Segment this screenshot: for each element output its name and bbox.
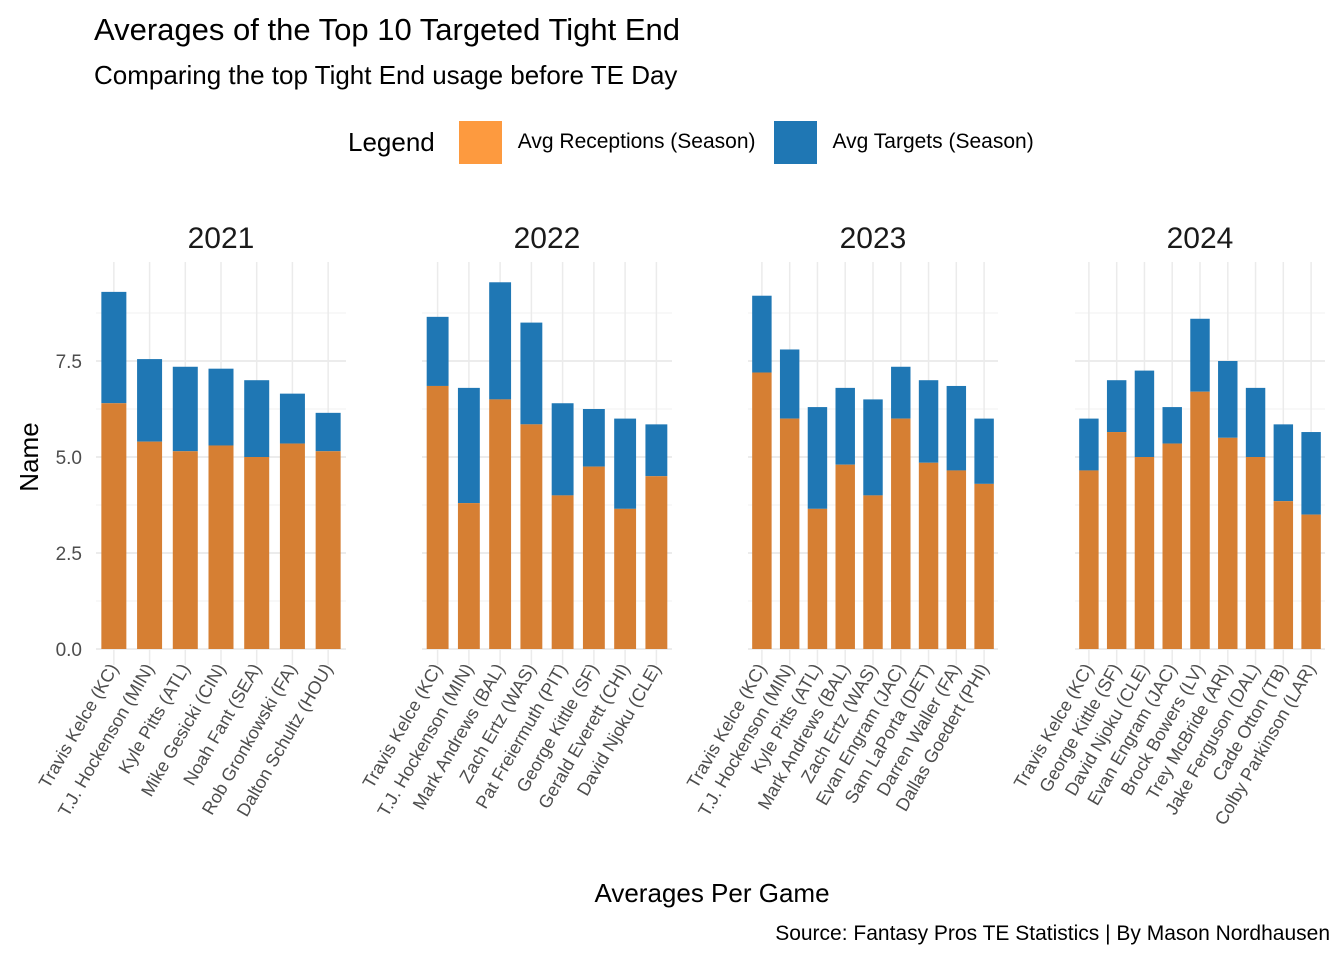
facet-label: 2021 bbox=[188, 222, 255, 255]
bar-receptions bbox=[1106, 432, 1127, 649]
bar-receptions bbox=[752, 372, 772, 649]
y-axis-title: Name bbox=[14, 422, 44, 491]
bar-targets bbox=[1079, 418, 1099, 471]
legend-title: Legend bbox=[348, 126, 435, 157]
bar-receptions bbox=[779, 418, 800, 649]
bar-receptions bbox=[1079, 470, 1099, 649]
bar-targets bbox=[208, 368, 234, 446]
chart-caption: Source: Fantasy Pros TE Statistics | By … bbox=[775, 922, 1330, 945]
bar-targets bbox=[244, 380, 270, 457]
bar-receptions bbox=[520, 424, 543, 649]
facet-label: 2024 bbox=[1167, 222, 1234, 255]
bar-receptions bbox=[1273, 501, 1294, 649]
bar-targets bbox=[779, 349, 800, 419]
legend-item-receptions: Avg Receptions (Season) bbox=[458, 120, 756, 164]
legend-key-targets bbox=[773, 120, 817, 164]
bar-receptions bbox=[172, 451, 198, 649]
y-tick-label: 5.0 bbox=[56, 448, 82, 469]
legend-label-targets: Avg Targets (Season) bbox=[832, 130, 1034, 153]
bar-receptions bbox=[1245, 457, 1266, 649]
bar-receptions bbox=[208, 445, 234, 649]
bar-targets bbox=[835, 387, 855, 465]
bar-targets bbox=[614, 418, 637, 509]
bar-targets bbox=[1162, 407, 1182, 444]
bar-targets bbox=[752, 295, 772, 373]
bar-receptions bbox=[1218, 437, 1238, 649]
bar-targets bbox=[457, 387, 480, 504]
bar-targets bbox=[863, 399, 883, 496]
bar-targets bbox=[1190, 318, 1210, 392]
bar-receptions bbox=[918, 462, 939, 649]
facet-label: 2022 bbox=[514, 222, 581, 255]
bar-receptions bbox=[279, 443, 305, 649]
bar-receptions bbox=[1190, 391, 1210, 649]
bar-receptions bbox=[551, 495, 574, 649]
bar-receptions bbox=[1134, 457, 1155, 649]
bar-targets bbox=[279, 393, 305, 444]
bar-receptions bbox=[489, 399, 512, 649]
bar-receptions bbox=[807, 508, 828, 649]
bar-targets bbox=[1106, 380, 1127, 433]
bar-targets bbox=[172, 366, 198, 452]
bar-targets bbox=[1218, 361, 1238, 438]
bar-targets bbox=[1134, 370, 1155, 457]
legend-item-targets: Avg Targets (Season) bbox=[773, 120, 1034, 164]
bar-targets bbox=[137, 359, 163, 442]
y-tick-label: 2.5 bbox=[56, 544, 82, 565]
legend-key-receptions bbox=[458, 120, 502, 164]
bar-targets bbox=[645, 424, 668, 477]
bar-targets bbox=[918, 380, 939, 463]
bar-receptions bbox=[835, 464, 855, 649]
bar-receptions bbox=[137, 441, 163, 649]
y-tick-label: 0.0 bbox=[56, 640, 82, 661]
legend-label-receptions: Avg Receptions (Season) bbox=[517, 130, 756, 153]
bar-receptions bbox=[315, 451, 341, 649]
chart-title: Averages of the Top 10 Targeted Tight En… bbox=[94, 12, 680, 47]
bar-receptions bbox=[1162, 443, 1182, 649]
bar-receptions bbox=[863, 495, 883, 649]
bar-receptions bbox=[244, 457, 270, 649]
bar-targets bbox=[891, 366, 911, 419]
bar-targets bbox=[489, 282, 512, 400]
bar-receptions bbox=[645, 476, 668, 649]
y-tick-label: 7.5 bbox=[56, 352, 82, 373]
bar-targets bbox=[974, 418, 994, 484]
bar-receptions bbox=[1301, 514, 1321, 649]
bar-targets bbox=[946, 385, 967, 471]
bar-targets bbox=[1245, 387, 1266, 457]
bar-receptions bbox=[614, 508, 637, 649]
bar-targets bbox=[101, 291, 127, 404]
bar-receptions bbox=[426, 385, 449, 649]
chart-subtitle: Comparing the top Tight End usage before… bbox=[94, 60, 678, 90]
x-axis-title: Averages Per Game bbox=[594, 878, 829, 908]
bar-targets bbox=[807, 407, 828, 509]
bar-targets bbox=[426, 316, 449, 386]
bar-receptions bbox=[974, 483, 994, 649]
bar-receptions bbox=[457, 503, 480, 649]
bar-receptions bbox=[946, 470, 967, 649]
bar-targets bbox=[1273, 424, 1294, 502]
facet-label: 2023 bbox=[840, 222, 907, 255]
bar-receptions bbox=[582, 466, 605, 649]
bar-receptions bbox=[101, 403, 127, 649]
bar-targets bbox=[582, 409, 605, 467]
bar-targets bbox=[1301, 432, 1321, 515]
bar-receptions bbox=[891, 418, 911, 649]
bar-targets bbox=[520, 322, 543, 425]
bar-targets bbox=[551, 403, 574, 496]
bar-targets bbox=[315, 412, 341, 452]
legend: Legend Avg Receptions (Season) Avg Targe… bbox=[348, 120, 1052, 164]
